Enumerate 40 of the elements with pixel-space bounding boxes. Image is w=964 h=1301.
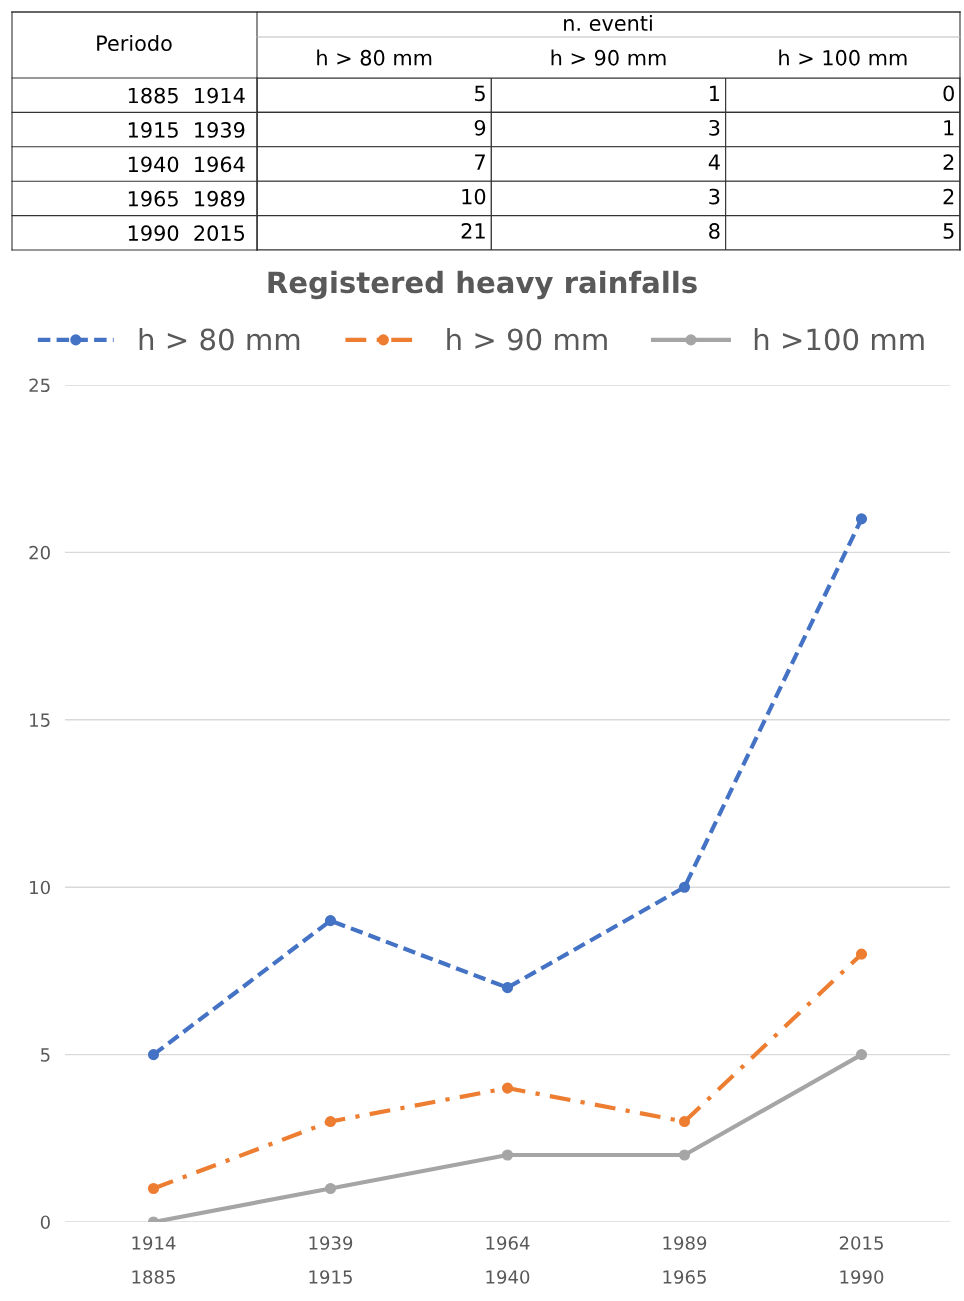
y-tick-label: 5 [41, 1048, 50, 1062]
data-label: 0 [943, 85, 954, 102]
x-tick-label: h > 100 mm [779, 49, 907, 66]
y-tick-label: 25 [29, 378, 50, 393]
x-tick-label: 2015 1990 [839, 1236, 884, 1284]
x-tick-label: 1914 1885 [132, 1236, 176, 1284]
data-label: 7 [475, 154, 485, 170]
y-tick-label: 1990 2015 [128, 225, 245, 242]
y-tick-label: 1885 1914 [128, 87, 245, 104]
data-label: 5 [943, 223, 954, 239]
data-label: 4 [708, 154, 720, 170]
chart-title: Registered heavy rainfalls [268, 270, 697, 300]
y-tick-label: 20 [29, 545, 50, 560]
data-label: 1 [710, 85, 720, 101]
legend-label: h > 90 mm [447, 327, 607, 351]
text: n. eventi [564, 14, 652, 32]
data-label: 2 [943, 188, 954, 205]
data-label: 21 [461, 223, 485, 239]
x-tick-label: h > 90 mm [551, 49, 666, 66]
y-tick-label: 10 [30, 880, 50, 895]
x-tick-label: 1989 1965 [663, 1236, 707, 1284]
y-tick-label: 15 [30, 713, 50, 727]
data-label: 8 [709, 223, 720, 239]
x-tick-label: 1939 1915 [309, 1236, 353, 1284]
data-label: 3 [709, 188, 720, 205]
data-label: 10 [462, 188, 486, 205]
data-label: 1 [944, 120, 954, 136]
data-label: 2 [943, 154, 954, 170]
y-tick-label: 1940 1964 [128, 156, 245, 173]
text: Periodo [97, 34, 172, 52]
data-label: 9 [474, 119, 486, 136]
y-tick-label: 1965 1989 [128, 190, 245, 207]
y-tick-label: 0 [40, 1215, 50, 1230]
legend-label: h >100 mm [754, 327, 924, 351]
data-label: 3 [709, 119, 720, 136]
x-tick-label: 1964 1940 [486, 1236, 530, 1284]
legend-label: h > 80 mm [139, 327, 300, 351]
y-tick-label: 1915 1939 [128, 122, 245, 138]
x-tick-label: h > 80 mm [317, 49, 432, 66]
data-label: 5 [475, 85, 485, 102]
